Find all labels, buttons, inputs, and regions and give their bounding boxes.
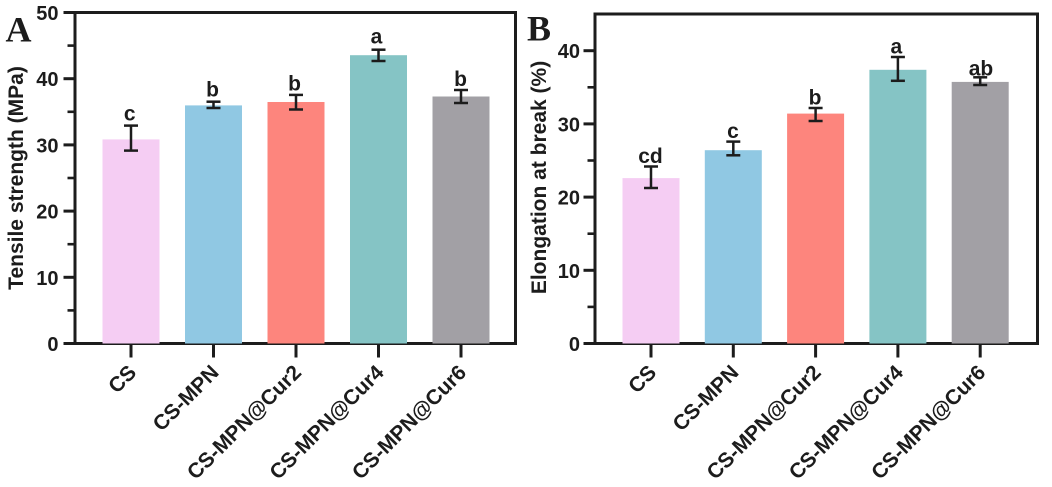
svg-text:20: 20: [558, 188, 580, 210]
svg-text:50: 50: [36, 3, 58, 25]
svg-text:c: c: [727, 120, 739, 143]
svg-text:b: b: [288, 73, 301, 96]
svg-text:cd: cd: [638, 145, 663, 168]
svg-text:0: 0: [569, 334, 580, 356]
svg-text:10: 10: [558, 261, 580, 283]
svg-text:30: 30: [558, 114, 580, 136]
svg-text:a: a: [371, 26, 383, 49]
svg-text:10: 10: [36, 268, 58, 290]
svg-text:b: b: [809, 87, 822, 110]
svg-text:Tensile strength (MPa): Tensile strength (MPa): [5, 66, 28, 290]
svg-text:b: b: [454, 68, 467, 91]
svg-text:b: b: [206, 78, 219, 101]
svg-text:a: a: [891, 36, 903, 59]
svg-text:40: 40: [36, 69, 58, 91]
svg-text:20: 20: [36, 202, 58, 224]
svg-text:c: c: [124, 103, 136, 126]
svg-text:0: 0: [47, 334, 58, 356]
svg-text:B: B: [527, 9, 551, 49]
svg-text:30: 30: [36, 135, 58, 157]
svg-text:40: 40: [558, 41, 580, 63]
svg-text:ab: ab: [969, 58, 994, 81]
svg-text:A: A: [6, 10, 32, 50]
svg-text:Elongation at break (%): Elongation at break (%): [528, 61, 551, 294]
